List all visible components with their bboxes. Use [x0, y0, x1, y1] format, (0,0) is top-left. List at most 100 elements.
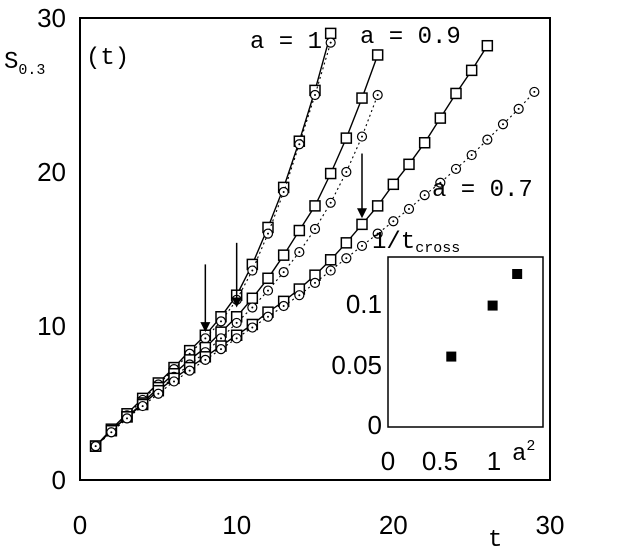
inset-data-point — [512, 269, 523, 279]
data-point-circle-center — [220, 348, 222, 351]
data-point-circle-center — [126, 417, 128, 420]
data-point-circle-center — [314, 94, 316, 96]
data-point-circle-center — [314, 227, 316, 230]
data-point-circle-center — [157, 392, 160, 395]
y-tick-label: 10 — [37, 311, 66, 341]
data-point-square — [450, 87, 462, 100]
data-point-circle-center — [486, 138, 489, 141]
data-point-square — [324, 27, 337, 40]
data-point-circle-center — [329, 201, 332, 204]
data-point-square — [356, 92, 368, 104]
inset-x-tick-label: 1 — [487, 446, 501, 476]
data-point-square — [387, 178, 400, 191]
inset-data-point — [446, 351, 457, 362]
y-tick-label: 0 — [52, 465, 66, 495]
data-point-square — [293, 224, 306, 237]
arrow-head — [357, 208, 367, 219]
data-point-square — [309, 200, 321, 212]
data-point-square — [277, 249, 290, 261]
data-point-circle-center — [502, 123, 504, 126]
data-point-square — [465, 64, 478, 77]
data-point-square — [324, 167, 337, 180]
x-tick-label: 10 — [222, 510, 251, 540]
inset-plot-frame — [387, 256, 544, 428]
data-point-square — [246, 292, 259, 305]
data-point-circle-center — [392, 220, 395, 223]
data-point-circle-center — [439, 181, 442, 184]
data-point-circle-center — [361, 244, 363, 247]
arrow-head — [200, 322, 211, 333]
inset-x-tick-label: 0 — [381, 446, 395, 476]
data-point-circle-center — [329, 269, 332, 272]
data-point-circle-center — [455, 167, 457, 170]
data-point-circle-center — [267, 315, 269, 318]
data-point-circle-center — [345, 257, 348, 260]
y-axis-label: S0.3 — [4, 49, 45, 79]
inset-x-tick-labels: 0 0.5 1 — [381, 446, 501, 476]
data-point-circle-center — [345, 171, 348, 173]
data-point-square — [324, 254, 337, 266]
inset-x-axis-label: a2 — [512, 438, 535, 468]
inset-series-layer — [446, 269, 523, 362]
data-point-circle-center — [314, 281, 316, 284]
inset-y-tick-labels: 0 0.05 0.1 — [331, 289, 382, 440]
data-point-square — [371, 200, 384, 212]
main-plot-frame — [79, 17, 551, 481]
data-point-circle-center — [173, 380, 175, 383]
data-point-circle-center — [251, 326, 254, 329]
y-tick-label: 20 — [37, 157, 66, 187]
data-point-square — [340, 132, 353, 144]
y-tick-label: 30 — [37, 3, 66, 33]
data-point-square — [340, 237, 353, 249]
inset-y-tick-label: 0.05 — [331, 350, 382, 380]
data-point-square — [418, 136, 431, 149]
arrows-layer — [200, 153, 367, 333]
data-point-circle-center — [298, 251, 301, 254]
data-point-circle-center — [329, 41, 332, 44]
series-line — [95, 91, 535, 447]
inset-x-tick-label: 0.5 — [422, 446, 458, 476]
series-line — [95, 42, 332, 447]
data-point-circle-center — [517, 107, 520, 110]
data-point-square — [434, 112, 447, 124]
y-tick-labels: 0 10 20 30 — [37, 3, 66, 495]
data-point-circle-center — [251, 269, 254, 272]
data-point-circle-center — [141, 405, 144, 408]
inset-y-tick-label: 0 — [368, 410, 382, 440]
arrow-head — [231, 297, 242, 308]
data-point-circle-center — [267, 232, 269, 235]
data-point-circle-center — [470, 154, 473, 157]
x-tick-label: 20 — [379, 510, 408, 540]
y-axis-label-suffix: (t) — [86, 45, 129, 72]
annotation-a1: a = 1 — [250, 29, 322, 56]
x-tick-label: 0 — [73, 510, 87, 540]
data-point-square — [356, 218, 368, 231]
data-point-circle-center — [408, 207, 410, 210]
data-point-circle-center — [220, 337, 222, 340]
data-point-circle-center — [94, 445, 97, 448]
data-point-circle-center — [376, 232, 379, 235]
data-point-circle-center — [298, 143, 301, 146]
x-axis-label: t — [488, 527, 502, 554]
data-point-circle-center — [361, 135, 363, 138]
data-point-circle-center — [204, 358, 207, 361]
series-layer — [89, 27, 540, 452]
annotation-a07: a = 0.7 — [432, 177, 533, 204]
data-point-circle-center — [188, 369, 191, 372]
data-point-circle-center — [235, 321, 238, 324]
data-point-circle-center — [282, 191, 285, 194]
data-point-circle-center — [251, 306, 254, 309]
data-point-circle-center — [376, 94, 379, 96]
data-point-circle-center — [282, 304, 285, 307]
x-tick-labels: 0 10 20 30 — [73, 510, 565, 540]
data-point-circle-center — [282, 271, 285, 274]
data-point-circle-center — [220, 320, 222, 323]
annotation-a09: a = 0.9 — [360, 24, 461, 51]
inset-y-tick-label: 0.1 — [346, 289, 382, 319]
data-point-circle-center — [298, 294, 301, 297]
data-point-circle-center — [267, 289, 269, 292]
inset-data-point — [487, 300, 498, 311]
inset-y-axis-label: 1/tcross — [372, 229, 460, 257]
data-point-circle-center — [423, 194, 426, 197]
